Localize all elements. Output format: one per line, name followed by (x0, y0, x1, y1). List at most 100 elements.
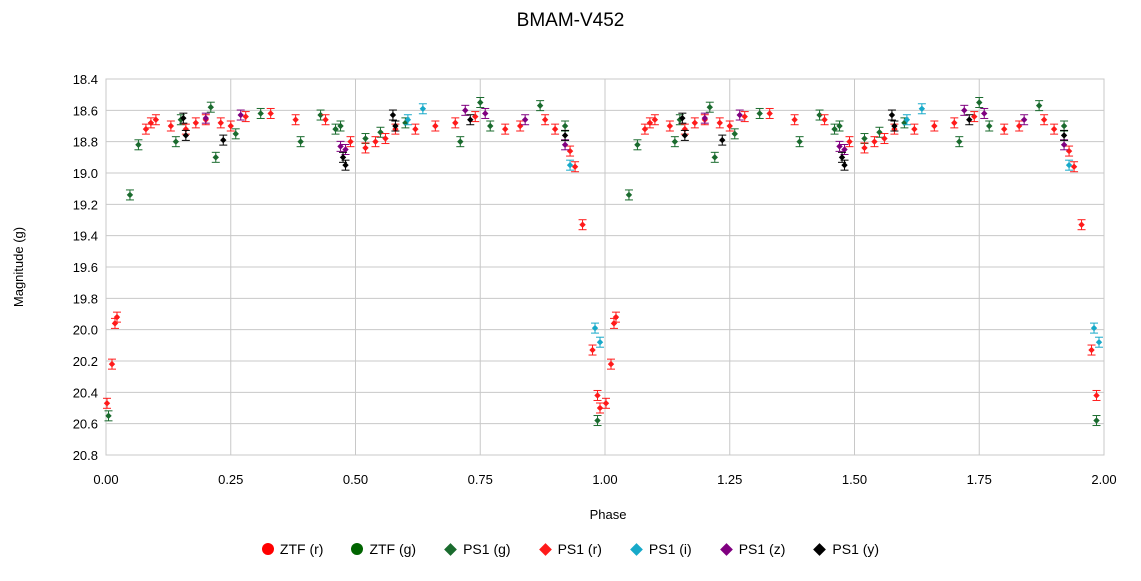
data-point (755, 107, 764, 119)
data-point (181, 129, 190, 141)
y-tick-label: 20.6 (73, 417, 98, 432)
data-point (206, 101, 215, 113)
data-point (835, 120, 844, 132)
plot-area: 18.4 18.6 18.8 19.0 19.2 19.4 19.6 19.8 20.0 20.2… (11, 72, 1117, 522)
y-tick-label: 20.2 (73, 354, 98, 369)
data-point (291, 114, 300, 126)
legend-item: PS1 (g) (444, 541, 511, 557)
data-point (710, 151, 719, 163)
x-tick-label: 0.25 (218, 472, 243, 487)
data-point (591, 322, 600, 334)
data-point (561, 129, 570, 141)
data-point (107, 358, 116, 370)
data-point (902, 114, 911, 126)
data-point (910, 123, 919, 135)
data-point (835, 140, 844, 152)
data-point (146, 117, 155, 129)
data-point (541, 114, 550, 126)
data-point (171, 136, 180, 148)
data-point (588, 344, 597, 356)
data-point (1035, 100, 1044, 112)
data-points (102, 97, 1104, 427)
data-point (316, 109, 325, 121)
data-point (593, 415, 602, 427)
data-point (336, 120, 345, 132)
data-point (566, 145, 575, 157)
data-point (650, 114, 659, 126)
x-tick-label: 0.00 (93, 472, 118, 487)
data-point (578, 219, 587, 231)
x-tick-label: 1.00 (592, 472, 617, 487)
legend-label: PS1 (r) (557, 541, 602, 557)
data-point (795, 136, 804, 148)
data-point (104, 410, 113, 422)
data-point (917, 103, 926, 115)
data-point (361, 142, 370, 154)
data-point (134, 139, 143, 151)
data-point (624, 189, 633, 201)
x-tick-label: 0.75 (468, 472, 493, 487)
data-point (219, 134, 228, 146)
data-point (690, 117, 699, 129)
legend-item: PS1 (r) (538, 541, 602, 557)
data-point (735, 109, 744, 121)
x-tick-label: 1.25 (717, 472, 742, 487)
data-point (336, 140, 345, 152)
legend-diamond-marker (630, 542, 643, 556)
legend-diamond-marker (719, 542, 733, 556)
data-point (179, 112, 188, 124)
y-tick-label: 19.6 (73, 260, 98, 275)
y-tick-label: 20.4 (73, 385, 98, 400)
data-point (601, 397, 610, 409)
data-point (965, 114, 974, 126)
data-point (740, 111, 749, 123)
data-point (466, 114, 475, 126)
data-point (521, 114, 530, 126)
legend-item: ZTF (r) (261, 541, 323, 557)
data-point (609, 317, 618, 329)
y-axis-label: Magnitude (g) (11, 227, 26, 307)
data-point (840, 159, 849, 171)
legend-diamond-marker (813, 542, 827, 556)
data-point (236, 109, 245, 121)
legend-item: ZTF (g) (351, 541, 416, 557)
y-tick-label: 20.8 (73, 448, 98, 463)
axes (105, 78, 1105, 456)
data-point (985, 120, 994, 132)
data-point (151, 114, 160, 126)
data-point (678, 112, 687, 124)
data-point (730, 128, 739, 140)
data-point (790, 114, 799, 126)
y-tick-label: 18.4 (73, 72, 98, 87)
legend-item: PS1 (i) (630, 541, 692, 557)
legend-circle-marker (261, 543, 274, 555)
data-point (1060, 120, 1069, 132)
data-point (606, 358, 615, 370)
data-point (1065, 159, 1074, 171)
tick-labels: 18.4 18.6 18.8 19.0 19.2 19.4 19.6 19.8 20.0 20.2… (73, 72, 1117, 487)
data-point (640, 123, 649, 135)
data-point (955, 136, 964, 148)
data-point (166, 120, 175, 132)
legend-diamond-marker (444, 542, 457, 556)
data-point (860, 133, 869, 145)
data-point (705, 101, 714, 113)
y-tick-label: 18.6 (73, 103, 98, 118)
data-point (371, 136, 380, 148)
data-point (388, 109, 397, 121)
legend: ZTF (r) ZTF (g) PS1 (g) PS1 (r) PS1 (i) PS1 (… (0, 541, 1141, 557)
data-point (887, 109, 896, 121)
data-point (566, 159, 575, 171)
data-point (611, 311, 620, 323)
y-tick-label: 19.2 (73, 197, 98, 212)
legend-item: PS1 (z) (719, 541, 785, 557)
data-point (593, 389, 602, 401)
data-point (256, 107, 265, 119)
data-point (571, 161, 580, 173)
y-tick-label: 19.8 (73, 291, 98, 306)
data-point (112, 311, 121, 323)
data-point (1090, 322, 1099, 334)
data-point (191, 117, 200, 129)
data-point (418, 103, 427, 115)
x-tick-label: 2.00 (1091, 472, 1116, 487)
